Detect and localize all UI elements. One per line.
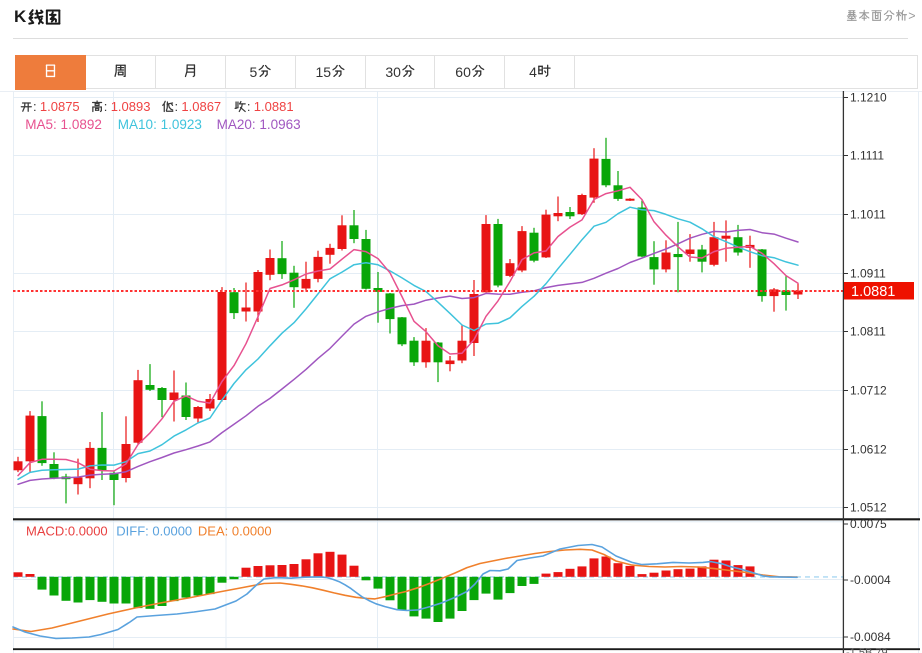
svg-text:DEA: 0.0000: DEA: 0.0000 <box>198 524 272 539</box>
svg-text:-1.5B 79: -1.5B 79 <box>846 647 888 653</box>
svg-text::: : <box>33 99 37 114</box>
svg-text:1.0512: 1.0512 <box>850 501 887 515</box>
svg-text:0.0075: 0.0075 <box>850 517 887 531</box>
svg-text:15: 15 <box>316 64 332 80</box>
svg-text:DIFF: 0.0000: DIFF: 0.0000 <box>116 524 192 539</box>
svg-text:1.0881: 1.0881 <box>851 284 895 300</box>
svg-text:30: 30 <box>385 64 401 80</box>
svg-text::: : <box>247 99 251 114</box>
svg-text:MA5: 1.0892: MA5: 1.0892 <box>25 117 102 132</box>
svg-text:MACD:0.0000: MACD:0.0000 <box>26 524 108 539</box>
svg-text:1.0612: 1.0612 <box>850 443 887 457</box>
svg-text::: : <box>104 99 108 114</box>
svg-text:1.0875: 1.0875 <box>40 99 80 114</box>
svg-text:1.0881: 1.0881 <box>254 99 294 114</box>
svg-text:-0.0084: -0.0084 <box>850 630 891 644</box>
svg-text:1.1011: 1.1011 <box>850 208 886 222</box>
svg-text:1.0811: 1.0811 <box>850 325 886 339</box>
svg-text:1.1210: 1.1210 <box>850 91 887 105</box>
svg-text:MA10: 1.0923: MA10: 1.0923 <box>118 117 202 132</box>
svg-text:1.0867: 1.0867 <box>181 99 221 114</box>
svg-text:1.1111: 1.1111 <box>850 149 884 163</box>
svg-text:1.0712: 1.0712 <box>850 384 887 398</box>
svg-text:5: 5 <box>250 64 258 80</box>
svg-text:>: > <box>908 9 915 23</box>
svg-text:1.0911: 1.0911 <box>850 267 886 281</box>
svg-text:1.0893: 1.0893 <box>111 99 151 114</box>
svg-text:4: 4 <box>529 64 537 80</box>
svg-text::: : <box>175 99 179 114</box>
svg-text:MA20: 1.0963: MA20: 1.0963 <box>217 117 301 132</box>
svg-text:60: 60 <box>455 64 471 80</box>
svg-text:-0.0004: -0.0004 <box>850 573 891 587</box>
